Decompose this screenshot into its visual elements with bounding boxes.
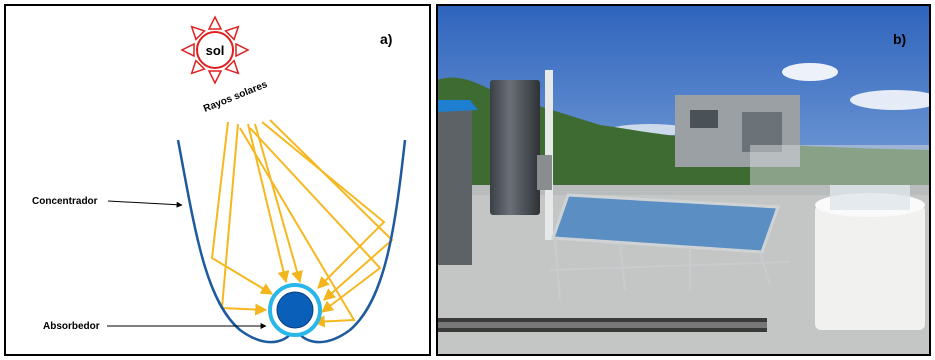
absorber-label: Absorbedor: [43, 321, 100, 332]
concentrator-label: Concentrador: [32, 196, 98, 207]
sun-label: sol: [206, 43, 225, 58]
photo-rect: [437, 105, 472, 265]
photo-rect: [690, 110, 718, 128]
photo-rect: [830, 185, 910, 210]
photo-rect: [750, 145, 930, 185]
photo-rect: [537, 155, 552, 190]
panel-a-label: a): [380, 31, 392, 47]
photo-rect: [815, 205, 925, 330]
photo: b): [437, 5, 935, 355]
figure: sol Rayos solares a) Concentrador Absorb…: [0, 0, 935, 360]
photo-rect: [437, 322, 767, 328]
absorber: [277, 292, 313, 328]
photo-ellipse: [782, 63, 838, 81]
photo-rect: [490, 80, 540, 215]
panel-a: sol Rayos solares a) Concentrador Absorb…: [5, 5, 430, 355]
panel-b-label: b): [893, 31, 906, 47]
